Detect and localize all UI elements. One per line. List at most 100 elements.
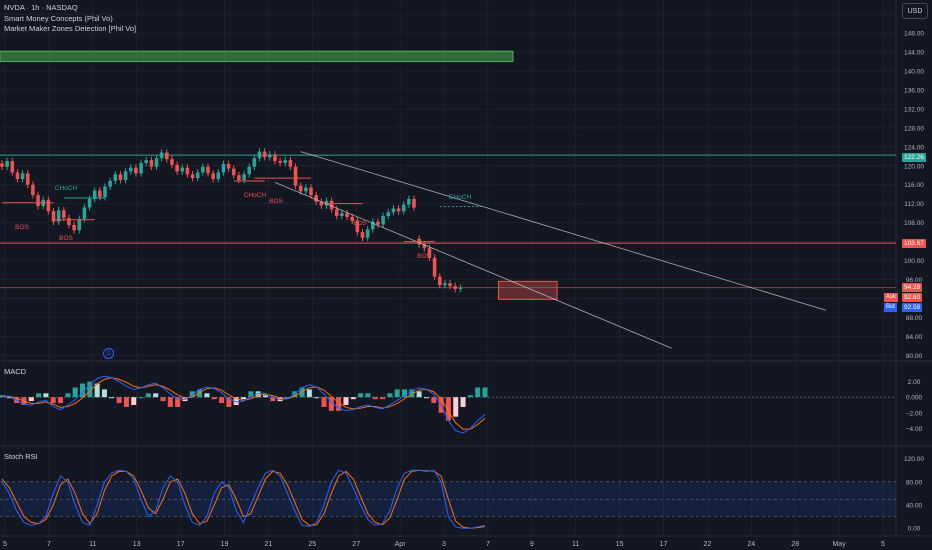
- candle-body: [293, 166, 298, 186]
- macd-histogram-bar: [328, 397, 334, 411]
- indicator-mmz-label[interactable]: Market Maker Zones Detection [Phil Vo]: [4, 24, 137, 33]
- candle-body: [144, 160, 148, 163]
- candle-body: [432, 257, 437, 277]
- candle-body: [103, 186, 107, 198]
- candle-body: [309, 187, 313, 196]
- candle-body: [340, 213, 344, 216]
- structure-label: CHoCH: [55, 185, 78, 192]
- candle-body: [195, 172, 200, 179]
- structure-label: BOS: [15, 224, 29, 231]
- candle-body: [283, 160, 288, 163]
- time-tick-label: 19: [221, 541, 229, 548]
- candle-body: [87, 198, 92, 208]
- stoch-rsi-pane-title[interactable]: Stoch RSI: [4, 452, 38, 461]
- candle-body: [77, 218, 82, 231]
- macd-histogram-bar: [402, 389, 407, 398]
- time-tick-label: 5: [3, 541, 7, 548]
- candle-body: [329, 200, 334, 210]
- time-tick-label: 24: [747, 541, 755, 548]
- trend-channel: [274, 151, 827, 349]
- candle-body: [257, 151, 262, 159]
- indicator-smc-label[interactable]: Smart Money Concepts (Phil Vo): [4, 14, 113, 23]
- rsi-tick-label: 120.00: [904, 456, 924, 463]
- candle-body: [31, 184, 35, 196]
- candle-body: [381, 216, 385, 225]
- candle-body: [118, 174, 123, 180]
- candle-body: [206, 166, 210, 174]
- macd-histogram-bar: [255, 391, 261, 398]
- candle-body: [25, 173, 30, 185]
- candle-body: [98, 190, 102, 198]
- candle-body: [443, 283, 447, 286]
- macd-pane-title[interactable]: MACD: [4, 367, 27, 376]
- macd-histogram-bar: [109, 397, 115, 399]
- time-axis[interactable]: 5 7 11 13 17 19 21 25 27 Apr 3 7 9 11 15 17 22 24 28 May 5: [3, 541, 885, 548]
- candle-body: [211, 173, 215, 180]
- time-tick-label: Apr: [395, 541, 407, 548]
- currency-button[interactable]: USD: [902, 3, 928, 19]
- time-tick-label: 5: [881, 541, 885, 548]
- macd-histogram-bar: [116, 397, 122, 404]
- symbol-title[interactable]: NVDA · 1h · NASDAQ: [4, 3, 78, 12]
- macd-histogram-bar: [423, 397, 429, 399]
- ask-label: Ask: [884, 293, 899, 302]
- rsi-tick-label: 0.00: [908, 526, 921, 533]
- candle-body: [242, 174, 246, 180]
- macd-tick-label: 0.000: [906, 395, 923, 402]
- candle-body: [56, 210, 61, 222]
- structure-label: BOS: [59, 235, 73, 242]
- macd-histogram-bar: [270, 397, 276, 402]
- candle-body: [165, 152, 169, 160]
- structure-label: CHoCH: [244, 192, 267, 199]
- time-tick-label: 7: [47, 541, 51, 548]
- price-tick-label: 132.00: [904, 106, 924, 113]
- candle-body: [15, 172, 20, 180]
- macd-histogram-bar: [460, 397, 466, 407]
- candle-body: [278, 161, 282, 163]
- macd-histogram-bar: [87, 381, 93, 398]
- candle-body: [458, 287, 463, 289]
- candle-body: [453, 286, 457, 289]
- candle-body: [108, 180, 112, 187]
- price-axis[interactable]: 80.0084.0088.0092.0096.00100.00104.00108…: [904, 12, 924, 533]
- macd-histogram-bar: [43, 393, 49, 398]
- macd-tick-label: 2.00: [908, 379, 921, 386]
- candlestick-series: [0, 148, 463, 293]
- macd-histogram-bar: [138, 397, 144, 399]
- price-tick-label: 120.00: [904, 163, 924, 170]
- structure-label: BOS: [269, 198, 283, 205]
- macd-histogram-bar: [416, 391, 422, 398]
- candle-body: [231, 168, 236, 176]
- candle-body: [180, 167, 185, 172]
- candle-body: [407, 198, 411, 205]
- macd-histogram-bar: [380, 397, 386, 400]
- candle-body: [149, 160, 154, 167]
- dividend-icon[interactable]: D: [103, 348, 114, 359]
- candle-body: [262, 151, 267, 158]
- macd-histogram-bar: [211, 397, 217, 400]
- macd-histogram-bar: [262, 395, 268, 398]
- price-tick-label: 96.00: [906, 277, 923, 284]
- price-tick-label: 140.00: [904, 69, 924, 76]
- macd-histogram-bar: [80, 383, 85, 398]
- price-tick-label: 116.00: [904, 182, 924, 189]
- price-tick-label: 84.00: [906, 334, 923, 341]
- channel-line: [300, 151, 827, 311]
- structure-label: BOS: [353, 220, 367, 227]
- time-tick-label: 11: [572, 541, 579, 548]
- candle-body: [319, 201, 324, 206]
- price-tick-label: 124.00: [904, 144, 924, 151]
- macd-histogram-bar: [350, 397, 356, 400]
- macd-histogram-bar: [445, 397, 451, 421]
- candle-body: [371, 221, 375, 230]
- time-tick-label: 28: [791, 541, 799, 548]
- stoch-k-line: [1, 469, 486, 529]
- candle-body: [273, 154, 277, 162]
- macd-histogram-bar: [241, 397, 246, 400]
- macd-histogram-bar: [145, 393, 151, 398]
- candle-body: [412, 198, 416, 208]
- grid: [0, 0, 932, 537]
- price-tick-label: 128.00: [904, 125, 924, 132]
- candle-body: [175, 164, 179, 172]
